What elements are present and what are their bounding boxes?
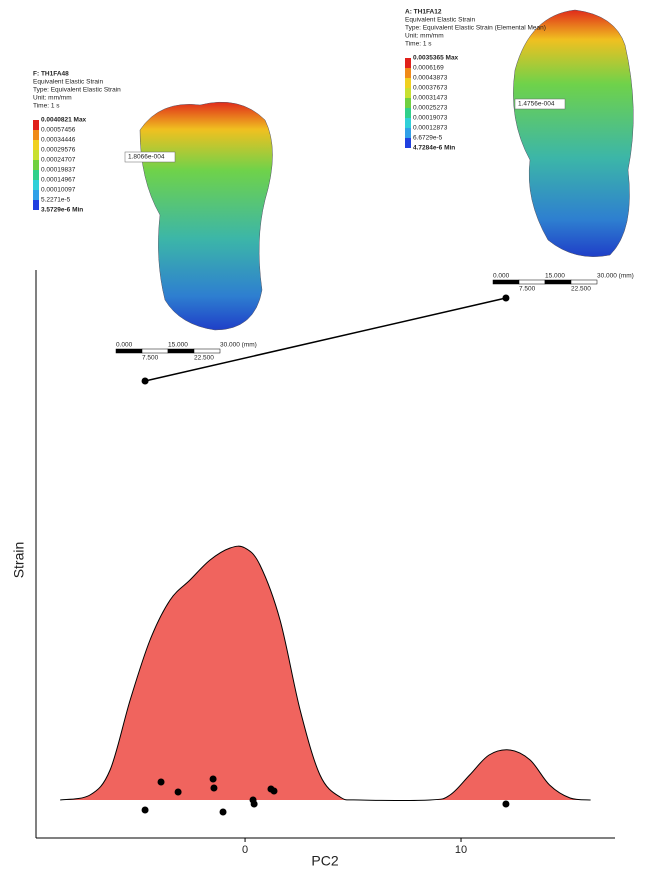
scale-label: 7.500 <box>142 355 159 362</box>
legend-swatch <box>33 190 39 200</box>
scale-bar <box>493 280 519 284</box>
legend-value: 6.6729e-5 <box>413 135 443 142</box>
density-area <box>60 546 590 800</box>
legend-value: 0.00029576 <box>41 147 76 154</box>
scale-label: 30.000 (mm) <box>220 342 257 349</box>
model-render <box>140 102 273 330</box>
legend-value: 0.00057456 <box>41 127 76 134</box>
legend-value: 0.00034446 <box>41 137 76 144</box>
scale-bar <box>545 280 571 284</box>
legend-swatch <box>33 170 39 180</box>
legend-swatch <box>33 200 39 210</box>
legend-swatch <box>405 128 411 138</box>
inset-line: Equivalent Elastic Strain <box>33 79 103 86</box>
inset-line: Type: Equivalent Elastic Strain (Element… <box>405 25 546 32</box>
inset-line: Time: 1 s <box>33 103 60 110</box>
annotation-point <box>142 378 149 385</box>
legend-value: 0.0040821 Max <box>41 117 87 124</box>
inset-line: Unit: mm/mm <box>33 95 72 102</box>
legend-swatch <box>405 118 411 128</box>
inset-line: Type: Equivalent Elastic Strain <box>33 87 121 94</box>
inset-title: A: TH1FA12 <box>405 9 442 16</box>
legend-swatch <box>405 98 411 108</box>
legend-swatch <box>405 58 411 68</box>
point <box>251 801 258 808</box>
model-render <box>513 10 633 257</box>
point <box>210 785 217 792</box>
inset-line: Time: 1 s <box>405 41 432 48</box>
legend-swatch <box>405 108 411 118</box>
legend-value: 0.00014967 <box>41 177 76 184</box>
legend-value: 0.00037673 <box>413 85 448 92</box>
probe-label: 1.4756e-004 <box>518 101 555 108</box>
point <box>502 801 509 808</box>
legend-swatch <box>33 160 39 170</box>
legend-swatch <box>405 88 411 98</box>
scale-bar <box>519 280 545 284</box>
scale-label: 22.500 <box>571 286 591 293</box>
legend-value: 4.7284e-6 Min <box>413 145 455 152</box>
legend-value: 0.00019837 <box>41 167 76 174</box>
legend-value: 5.2271e-5 <box>41 197 71 204</box>
scale-label: 22.500 <box>194 355 214 362</box>
legend-swatch <box>405 68 411 78</box>
scale-bar <box>142 349 168 353</box>
legend-value: 0.00025273 <box>413 105 448 112</box>
annotation-point <box>502 295 509 302</box>
point <box>158 779 165 786</box>
scale-label: 15.000 <box>545 273 565 280</box>
scale-bar <box>194 349 220 353</box>
legend-value: 0.00031473 <box>413 95 448 102</box>
legend-value: 0.00019073 <box>413 115 448 122</box>
legend-swatch <box>405 78 411 88</box>
point <box>210 776 217 783</box>
legend-swatch <box>405 138 411 148</box>
y-axis-label: Strain <box>11 542 27 579</box>
point <box>270 788 277 795</box>
scale-label: 0.000 <box>116 342 133 349</box>
legend-swatch <box>33 140 39 150</box>
scale-label: 7.500 <box>519 286 536 293</box>
inset-line: Unit: mm/mm <box>405 33 444 40</box>
legend-swatch <box>33 120 39 130</box>
legend-value: 0.00043873 <box>413 75 448 82</box>
point <box>220 809 227 816</box>
chart: Strain PC2 010F: TH1FA48Equivalent Elast… <box>0 0 646 870</box>
scale-bar <box>168 349 194 353</box>
legend-value: 0.0035365 Max <box>413 55 459 62</box>
x-tick-label: 10 <box>455 844 467 856</box>
x-axis-label: PC2 <box>311 853 338 869</box>
legend-swatch <box>33 130 39 140</box>
inset-line: Equivalent Elastic Strain <box>405 17 475 24</box>
point <box>175 789 182 796</box>
legend-swatch <box>33 150 39 160</box>
legend-value: 0.00010097 <box>41 187 76 194</box>
point <box>142 807 149 814</box>
legend-value: 0.0006169 <box>413 65 444 72</box>
legend-swatch <box>33 180 39 190</box>
scale-label: 0.000 <box>493 273 510 280</box>
legend-value: 0.00024707 <box>41 157 76 164</box>
legend-value: 3.5729e-6 Min <box>41 207 83 214</box>
legend-value: 0.00012873 <box>413 125 448 132</box>
scale-bar <box>571 280 597 284</box>
x-tick-label: 0 <box>242 844 248 856</box>
probe-label: 1.8066e-004 <box>128 154 165 161</box>
scale-label: 15.000 <box>168 342 188 349</box>
scale-label: 30.000 (mm) <box>597 273 634 280</box>
inset-title: F: TH1FA48 <box>33 71 69 78</box>
scale-bar <box>116 349 142 353</box>
